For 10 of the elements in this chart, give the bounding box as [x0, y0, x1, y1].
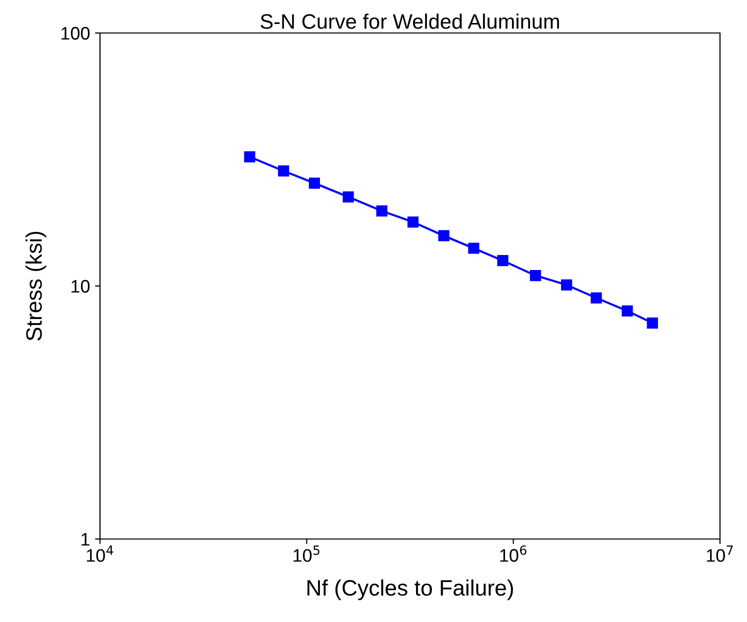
chart-title: S-N Curve for Welded Aluminum: [260, 14, 559, 29]
x-tick-label: 10$^{7}$: [706, 546, 733, 562]
x-tick-label: 10$^{4}$: [86, 546, 114, 562]
y-tick-label: 100: [62, 26, 90, 40]
x-tick-label: 10$^{5}$: [294, 546, 320, 562]
x-axis-title: Nf (Cycles to Failure): [307, 579, 513, 600]
y-tick-label: 10: [72, 280, 90, 293]
x-tick-label: 10$^{6}$: [500, 545, 526, 562]
y-tick-label: 1: [82, 533, 90, 546]
y-axis-title: Stress (ksi): [26, 232, 46, 341]
